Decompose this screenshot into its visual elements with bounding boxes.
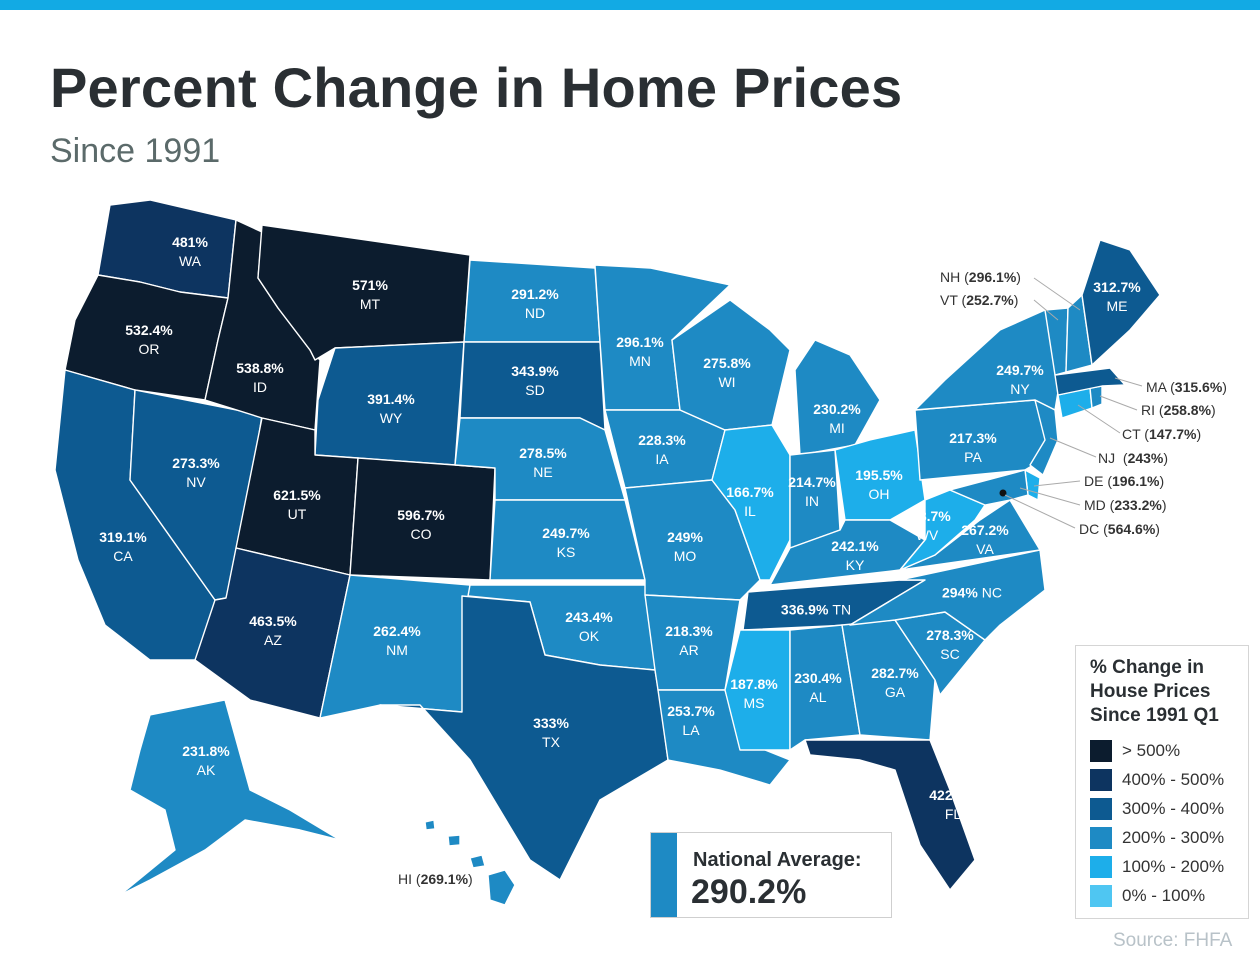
legend-item-100-200: 100% - 200% [1090,855,1224,879]
us-choropleth-map [54,199,1161,906]
state-hi-maui [469,854,486,869]
callout-dc: DC (564.6%) [1079,521,1160,537]
state-ms [724,629,791,751]
legend-swatch [1090,798,1112,820]
dc-marker [999,489,1007,497]
callout-ri: RI (258.8%) [1141,402,1216,418]
legend-item-200-300: 200% - 300% [1090,826,1224,850]
state-ar [644,594,741,691]
callout-leaders [1004,277,1143,529]
legend-label: > 500% [1122,741,1181,760]
top-accent-bar [0,0,1260,10]
callout-hi: HI (269.1%) [398,871,473,887]
state-nc [849,549,1046,641]
legend-swatch [1090,740,1112,762]
leader-vt [1033,299,1059,321]
source-credit: Source: FHFA [1113,930,1233,951]
legend-swatch [1090,885,1112,907]
page-subtitle: Since 1991 [50,132,221,170]
state-al [789,624,861,751]
legend-swatch [1090,856,1112,878]
legend-swatch [1090,827,1112,849]
legend-label: 400% - 500% [1122,770,1225,789]
state-hi-kauai [424,819,436,831]
state-pa [914,399,1051,481]
state-ri [1089,385,1103,409]
state-il [711,424,791,581]
national-average-label: National Average: [693,849,862,871]
leader-nj [1049,437,1097,458]
state-ak [119,699,341,896]
state-me [1081,239,1161,366]
dc-dot [999,489,1007,497]
page-title: Percent Change in Home Prices [50,56,903,119]
national-average-accent-bar [651,833,677,917]
callout-de: DE (196.1%) [1084,473,1165,489]
callout-md: MD (233.2%) [1084,497,1167,513]
legend-item-400-500: 400% - 500% [1090,768,1224,792]
callout-ma: MA (315.6%) [1146,379,1227,395]
state-co [349,457,496,581]
state-tx [379,595,669,881]
leader-ct [1077,404,1121,434]
legend-label: 100% - 200% [1122,857,1225,876]
state-wi [671,299,791,431]
legend-item-0-100: 0% - 100% [1090,884,1205,908]
callout-vt: VT (252.7%) [940,292,1019,308]
leader-nh [1033,277,1081,311]
leader-ma [1114,377,1143,387]
state-ma [1054,367,1126,396]
leader-dc [1004,494,1076,529]
state-hi-big-island [487,869,516,906]
map-legend: % Change in House Prices Since 1991 Q1 >… [1075,645,1249,919]
leader-ri [1099,395,1138,411]
state-hi-oahu [447,834,461,847]
state-ks [489,499,646,581]
state-ny [914,309,1061,411]
state-sd [459,341,606,431]
state-ky [769,519,926,586]
callout-ct: CT (147.7%) [1122,426,1202,442]
state-mi [794,339,881,456]
legend-item-300-400: 300% - 400% [1090,797,1224,821]
national-average-box: National Average: 290.2% [650,832,892,918]
legend-swatch [1090,769,1112,791]
state-wy [314,341,465,466]
states-layer [54,199,1161,906]
legend-label: 200% - 300% [1122,828,1225,847]
legend-item-over-500: > 500% [1090,739,1180,763]
callout-nh: NH (296.1%) [940,269,1021,285]
leader-de [1033,480,1081,487]
national-average-value: 290.2% [691,873,807,911]
state-nd [463,259,601,343]
callout-nj: NJ (243%) [1098,450,1169,466]
leader-md [1019,487,1081,506]
legend-label: 0% - 100% [1122,886,1206,905]
legend-label: 300% - 400% [1122,799,1225,818]
state-fl [804,739,976,891]
legend-title: % Change in House Prices Since 1991 Q1 [1090,657,1219,726]
state-nj [1029,399,1059,476]
